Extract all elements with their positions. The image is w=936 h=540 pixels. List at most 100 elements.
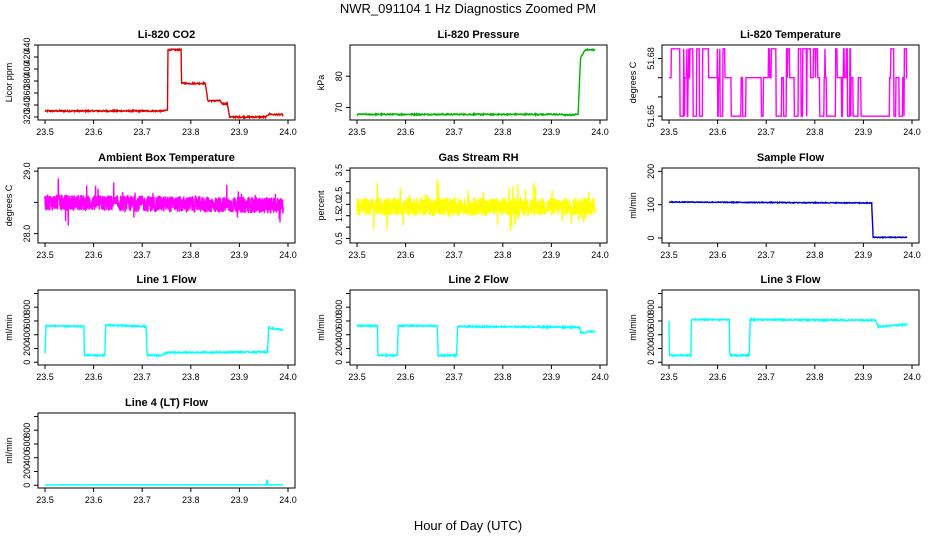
x-tick-label: 23.9: [855, 127, 873, 137]
y-tick-label: 200: [22, 341, 32, 356]
x-tick-label: 23.5: [660, 372, 678, 382]
y-tick-label: 0: [334, 360, 344, 365]
x-tick-label: 23.7: [133, 495, 151, 505]
x-tick-label: 23.5: [348, 372, 366, 382]
y-tick-label: 800: [22, 423, 32, 438]
y-axis-label: percent: [316, 190, 326, 221]
y-tick-label: 51.65: [646, 105, 656, 128]
x-tick-label: 23.6: [397, 250, 415, 260]
series-line: [669, 48, 908, 117]
series-line: [44, 47, 284, 120]
x-tick-label: 23.9: [855, 372, 873, 382]
y-tick-label: 440: [22, 37, 32, 52]
y-tick-label: 2.0: [334, 198, 344, 211]
x-tick-label: 23.8: [806, 372, 824, 382]
x-tick-label: 23.5: [660, 127, 678, 137]
y-tick-label: 400: [22, 450, 32, 465]
x-tick-label: 23.5: [36, 372, 54, 382]
y-tick-label: 400: [22, 61, 32, 76]
x-tick-label: 23.9: [543, 127, 561, 137]
y-tick-label: 420: [22, 49, 32, 64]
y-tick-label: 340: [22, 97, 32, 112]
x-tick-label: 23.5: [36, 250, 54, 260]
x-tick-label: 24.0: [279, 372, 297, 382]
x-tick-label: 23.5: [36, 127, 54, 137]
x-tick-label: 23.9: [231, 127, 249, 137]
x-tick-label: 23.6: [85, 372, 103, 382]
plot-frame: [661, 167, 920, 244]
y-tick-label: 200: [646, 341, 656, 356]
panel-9: Line 4 (LT) Flow ml/min 23.5 23.6 23.7 23.8 23…: [4, 397, 297, 505]
y-tick-label: 80: [334, 71, 344, 81]
plot-frame: [349, 44, 608, 121]
x-tick-label: 23.8: [182, 372, 200, 382]
y-axis-label: degrees C: [628, 61, 638, 103]
x-tick-label: 23.8: [806, 127, 824, 137]
y-tick-label: 360: [22, 85, 32, 100]
y-tick-label: 400: [334, 327, 344, 342]
series-line: [356, 179, 596, 232]
panel-2: Li-820 Temperature degrees C 23.5 23.6 23.7 2…: [628, 29, 921, 137]
y-axis-label: Licor ppm: [4, 63, 14, 103]
plot-frame: [661, 44, 920, 121]
y-axis-label: ml/min: [4, 437, 14, 464]
panel-1: Li-820 Pressure kPa 23.5 23.6 23.7 23.8 23.9 24…: [316, 29, 609, 137]
x-tick-label: 23.8: [182, 127, 200, 137]
y-tick-label: 200: [22, 464, 32, 479]
y-tick-label: 28.0: [22, 225, 32, 243]
panel-5: Sample Flow ml/min 23.5 23.6 23.7 23.8 23.9 24.…: [628, 152, 921, 260]
x-tick-label: 23.6: [85, 250, 103, 260]
x-tick-label: 23.6: [85, 495, 103, 505]
x-tick-label: 23.7: [133, 250, 151, 260]
series-line: [44, 178, 284, 226]
y-tick-label: 3.5: [334, 164, 344, 177]
x-tick-label: 24.0: [903, 127, 921, 137]
panel-3: Ambient Box Temperature degrees C 23.5 23.6…: [4, 152, 297, 260]
y-tick-label: 100: [646, 197, 656, 212]
y-axis-label: kPa: [316, 75, 326, 91]
series-line: [668, 316, 908, 358]
plot-frame: [349, 167, 608, 244]
x-tick-label: 23.5: [348, 250, 366, 260]
x-tick-label: 23.7: [133, 372, 151, 382]
x-tick-label: 23.8: [494, 127, 512, 137]
panel-6: Line 1 Flow ml/min 23.5 23.6 23.7 23.8 23.9 24.…: [4, 274, 297, 382]
y-tick-label: 600: [646, 313, 656, 328]
x-tick-label: 24.0: [903, 250, 921, 260]
x-axis-label: Hour of Day (UTC): [413, 518, 523, 533]
panel-title: Sample Flow: [757, 152, 825, 164]
panel-title: Li-820 Temperature: [740, 29, 841, 41]
y-tick-label: 800: [334, 300, 344, 315]
y-tick-label: 400: [22, 327, 32, 342]
y-tick-label: 0: [22, 360, 32, 365]
panel-title: Line 3 Flow: [761, 274, 821, 286]
panel-title: Line 1 Flow: [137, 274, 197, 286]
x-tick-label: 23.8: [182, 250, 200, 260]
y-tick-label: 70: [334, 102, 344, 112]
y-tick-label: 200: [646, 164, 656, 179]
y-tick-label: 51.68: [646, 47, 656, 70]
y-tick-label: 200: [334, 341, 344, 356]
x-tick-label: 23.6: [709, 372, 727, 382]
plot-frame: [37, 289, 296, 366]
panel-title: Line 2 Flow: [449, 274, 509, 286]
x-tick-label: 23.9: [543, 250, 561, 260]
panel-8: Line 3 Flow ml/min 23.5 23.6 23.7 23.8 23.9 24.…: [628, 274, 921, 382]
x-tick-label: 24.0: [591, 250, 609, 260]
y-tick-label: 0: [22, 483, 32, 488]
panel-4: Gas Stream RH percent 23.5 23.6 23.7 23.8 23.9…: [316, 152, 609, 260]
panel-0: Li-820 CO2 Licor ppm 23.5 23.6 23.7 23.8 23.9 2…: [4, 29, 297, 137]
x-tick-label: 23.7: [445, 127, 463, 137]
y-tick-label: 320: [22, 109, 32, 124]
x-tick-label: 24.0: [903, 372, 921, 382]
x-tick-label: 24.0: [591, 127, 609, 137]
plot-frame: [37, 167, 296, 244]
y-tick-label: 600: [334, 313, 344, 328]
x-tick-label: 23.7: [445, 372, 463, 382]
x-tick-label: 24.0: [591, 372, 609, 382]
y-tick-label: 380: [22, 73, 32, 88]
y-tick-label: 29.0: [22, 162, 32, 180]
x-tick-label: 23.8: [494, 372, 512, 382]
panel-title: Line 4 (LT) Flow: [125, 397, 208, 409]
